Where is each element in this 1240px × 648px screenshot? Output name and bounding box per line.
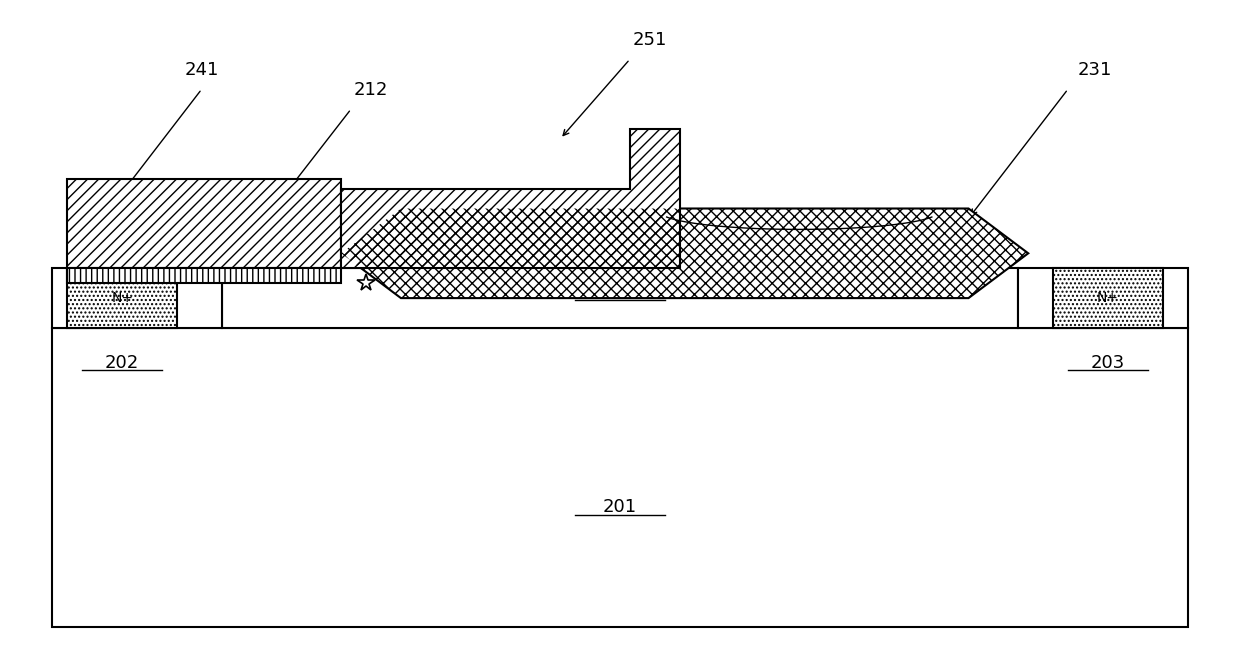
Text: 231: 231: [1078, 61, 1112, 79]
Text: 201: 201: [603, 498, 637, 516]
Bar: [1053, 268, 1163, 328]
Bar: [52, 328, 1188, 627]
Bar: [67, 268, 177, 328]
Polygon shape: [341, 129, 680, 268]
Bar: [1018, 268, 1188, 328]
Bar: [52, 268, 222, 328]
Bar: [67, 268, 341, 283]
Text: 204: 204: [603, 284, 637, 302]
Bar: [222, 268, 1018, 328]
Text: 241: 241: [185, 61, 219, 79]
Text: 202: 202: [105, 354, 139, 372]
Text: 203: 203: [1091, 354, 1125, 372]
Text: N+: N+: [112, 291, 133, 305]
Text: 212: 212: [353, 81, 388, 99]
Text: N+: N+: [1097, 291, 1118, 305]
Text: 251: 251: [632, 31, 667, 49]
Bar: [67, 179, 341, 268]
Polygon shape: [341, 209, 1028, 298]
Bar: [67, 268, 341, 283]
Bar: [67, 268, 177, 328]
Bar: [1053, 268, 1163, 328]
Bar: [67, 179, 341, 268]
